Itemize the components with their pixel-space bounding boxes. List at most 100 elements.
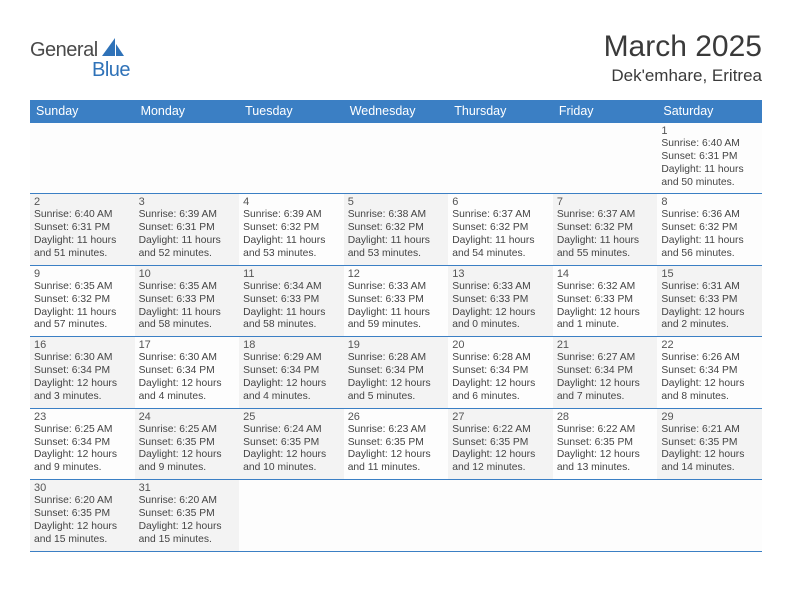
day-cell: 8Sunrise: 6:36 AMSunset: 6:32 PMDaylight…: [657, 194, 762, 265]
day-cell: 14Sunrise: 6:32 AMSunset: 6:33 PMDayligh…: [553, 265, 658, 336]
day-cell: 21Sunrise: 6:27 AMSunset: 6:34 PMDayligh…: [553, 337, 658, 408]
day-info: Sunrise: 6:22 AMSunset: 6:35 PMDaylight:…: [452, 424, 549, 475]
empty-cell: [30, 123, 135, 194]
day-cell: 15Sunrise: 6:31 AMSunset: 6:33 PMDayligh…: [657, 265, 762, 336]
day-info: Sunrise: 6:40 AMSunset: 6:31 PMDaylight:…: [34, 209, 131, 260]
day-number: 6: [452, 196, 549, 208]
day-number: 30: [34, 482, 131, 494]
weekday-header: Saturday: [657, 100, 762, 123]
day-cell: 25Sunrise: 6:24 AMSunset: 6:35 PMDayligh…: [239, 408, 344, 479]
day-number: 28: [557, 411, 654, 423]
day-info: Sunrise: 6:37 AMSunset: 6:32 PMDaylight:…: [452, 209, 549, 260]
day-number: 10: [139, 268, 236, 280]
day-number: 20: [452, 339, 549, 351]
day-number: 19: [348, 339, 445, 351]
day-cell: 26Sunrise: 6:23 AMSunset: 6:35 PMDayligh…: [344, 408, 449, 479]
calendar-row: 2Sunrise: 6:40 AMSunset: 6:31 PMDaylight…: [30, 194, 762, 265]
empty-cell: [344, 480, 449, 551]
day-info: Sunrise: 6:25 AMSunset: 6:34 PMDaylight:…: [34, 424, 131, 475]
calendar-body: 1Sunrise: 6:40 AMSunset: 6:31 PMDaylight…: [30, 123, 762, 552]
calendar-row: 1Sunrise: 6:40 AMSunset: 6:31 PMDaylight…: [30, 123, 762, 194]
day-info: Sunrise: 6:37 AMSunset: 6:32 PMDaylight:…: [557, 209, 654, 260]
day-info: Sunrise: 6:30 AMSunset: 6:34 PMDaylight:…: [34, 352, 131, 403]
location-label: Dek'emhare, Eritrea: [604, 66, 762, 86]
day-info: Sunrise: 6:33 AMSunset: 6:33 PMDaylight:…: [452, 281, 549, 332]
day-info: Sunrise: 6:29 AMSunset: 6:34 PMDaylight:…: [243, 352, 340, 403]
month-title: March 2025: [604, 30, 762, 64]
day-number: 3: [139, 196, 236, 208]
empty-cell: [239, 123, 344, 194]
weekday-header: Monday: [135, 100, 240, 123]
day-info: Sunrise: 6:20 AMSunset: 6:35 PMDaylight:…: [34, 495, 131, 546]
day-info: Sunrise: 6:22 AMSunset: 6:35 PMDaylight:…: [557, 424, 654, 475]
day-info: Sunrise: 6:28 AMSunset: 6:34 PMDaylight:…: [452, 352, 549, 403]
day-info: Sunrise: 6:40 AMSunset: 6:31 PMDaylight:…: [661, 138, 758, 189]
day-info: Sunrise: 6:24 AMSunset: 6:35 PMDaylight:…: [243, 424, 340, 475]
day-cell: 3Sunrise: 6:39 AMSunset: 6:31 PMDaylight…: [135, 194, 240, 265]
day-info: Sunrise: 6:35 AMSunset: 6:32 PMDaylight:…: [34, 281, 131, 332]
calendar-header: SundayMondayTuesdayWednesdayThursdayFrid…: [30, 100, 762, 123]
day-info: Sunrise: 6:39 AMSunset: 6:31 PMDaylight:…: [139, 209, 236, 260]
day-info: Sunrise: 6:32 AMSunset: 6:33 PMDaylight:…: [557, 281, 654, 332]
day-info: Sunrise: 6:35 AMSunset: 6:33 PMDaylight:…: [139, 281, 236, 332]
day-number: 31: [139, 482, 236, 494]
day-number: 1: [661, 125, 758, 137]
day-cell: 22Sunrise: 6:26 AMSunset: 6:34 PMDayligh…: [657, 337, 762, 408]
calendar-row: 9Sunrise: 6:35 AMSunset: 6:32 PMDaylight…: [30, 265, 762, 336]
day-number: 14: [557, 268, 654, 280]
day-info: Sunrise: 6:38 AMSunset: 6:32 PMDaylight:…: [348, 209, 445, 260]
day-cell: 12Sunrise: 6:33 AMSunset: 6:33 PMDayligh…: [344, 265, 449, 336]
day-cell: 2Sunrise: 6:40 AMSunset: 6:31 PMDaylight…: [30, 194, 135, 265]
day-number: 13: [452, 268, 549, 280]
calendar-row: 30Sunrise: 6:20 AMSunset: 6:35 PMDayligh…: [30, 480, 762, 551]
day-cell: 18Sunrise: 6:29 AMSunset: 6:34 PMDayligh…: [239, 337, 344, 408]
day-info: Sunrise: 6:25 AMSunset: 6:35 PMDaylight:…: [139, 424, 236, 475]
empty-cell: [135, 123, 240, 194]
day-info: Sunrise: 6:33 AMSunset: 6:33 PMDaylight:…: [348, 281, 445, 332]
empty-cell: [239, 480, 344, 551]
day-info: Sunrise: 6:21 AMSunset: 6:35 PMDaylight:…: [661, 424, 758, 475]
calendar-page: General March 2025 Dek'emhare, Eritrea B…: [0, 0, 792, 562]
day-info: Sunrise: 6:27 AMSunset: 6:34 PMDaylight:…: [557, 352, 654, 403]
day-number: 5: [348, 196, 445, 208]
day-cell: 4Sunrise: 6:39 AMSunset: 6:32 PMDaylight…: [239, 194, 344, 265]
day-cell: 30Sunrise: 6:20 AMSunset: 6:35 PMDayligh…: [30, 480, 135, 551]
weekday-header: Wednesday: [344, 100, 449, 123]
title-block: March 2025 Dek'emhare, Eritrea: [604, 30, 762, 86]
day-cell: 9Sunrise: 6:35 AMSunset: 6:32 PMDaylight…: [30, 265, 135, 336]
weekday-header: Sunday: [30, 100, 135, 123]
day-cell: 16Sunrise: 6:30 AMSunset: 6:34 PMDayligh…: [30, 337, 135, 408]
weekday-header: Thursday: [448, 100, 553, 123]
weekday-header: Tuesday: [239, 100, 344, 123]
calendar-row: 16Sunrise: 6:30 AMSunset: 6:34 PMDayligh…: [30, 337, 762, 408]
day-info: Sunrise: 6:34 AMSunset: 6:33 PMDaylight:…: [243, 281, 340, 332]
day-cell: 5Sunrise: 6:38 AMSunset: 6:32 PMDaylight…: [344, 194, 449, 265]
day-cell: 20Sunrise: 6:28 AMSunset: 6:34 PMDayligh…: [448, 337, 553, 408]
day-number: 7: [557, 196, 654, 208]
day-number: 8: [661, 196, 758, 208]
empty-cell: [553, 123, 658, 194]
day-cell: 31Sunrise: 6:20 AMSunset: 6:35 PMDayligh…: [135, 480, 240, 551]
day-number: 15: [661, 268, 758, 280]
day-number: 2: [34, 196, 131, 208]
day-number: 17: [139, 339, 236, 351]
calendar-row: 23Sunrise: 6:25 AMSunset: 6:34 PMDayligh…: [30, 408, 762, 479]
weekday-header: Friday: [553, 100, 658, 123]
day-number: 18: [243, 339, 340, 351]
day-number: 29: [661, 411, 758, 423]
day-number: 12: [348, 268, 445, 280]
day-number: 4: [243, 196, 340, 208]
day-cell: 7Sunrise: 6:37 AMSunset: 6:32 PMDaylight…: [553, 194, 658, 265]
day-cell: 23Sunrise: 6:25 AMSunset: 6:34 PMDayligh…: [30, 408, 135, 479]
day-cell: 6Sunrise: 6:37 AMSunset: 6:32 PMDaylight…: [448, 194, 553, 265]
day-info: Sunrise: 6:36 AMSunset: 6:32 PMDaylight:…: [661, 209, 758, 260]
day-cell: 1Sunrise: 6:40 AMSunset: 6:31 PMDaylight…: [657, 123, 762, 194]
day-number: 16: [34, 339, 131, 351]
brand-name-2: Blue: [92, 59, 130, 81]
day-number: 24: [139, 411, 236, 423]
day-number: 26: [348, 411, 445, 423]
day-cell: 17Sunrise: 6:30 AMSunset: 6:34 PMDayligh…: [135, 337, 240, 408]
day-number: 25: [243, 411, 340, 423]
day-number: 21: [557, 339, 654, 351]
day-info: Sunrise: 6:20 AMSunset: 6:35 PMDaylight:…: [139, 495, 236, 546]
